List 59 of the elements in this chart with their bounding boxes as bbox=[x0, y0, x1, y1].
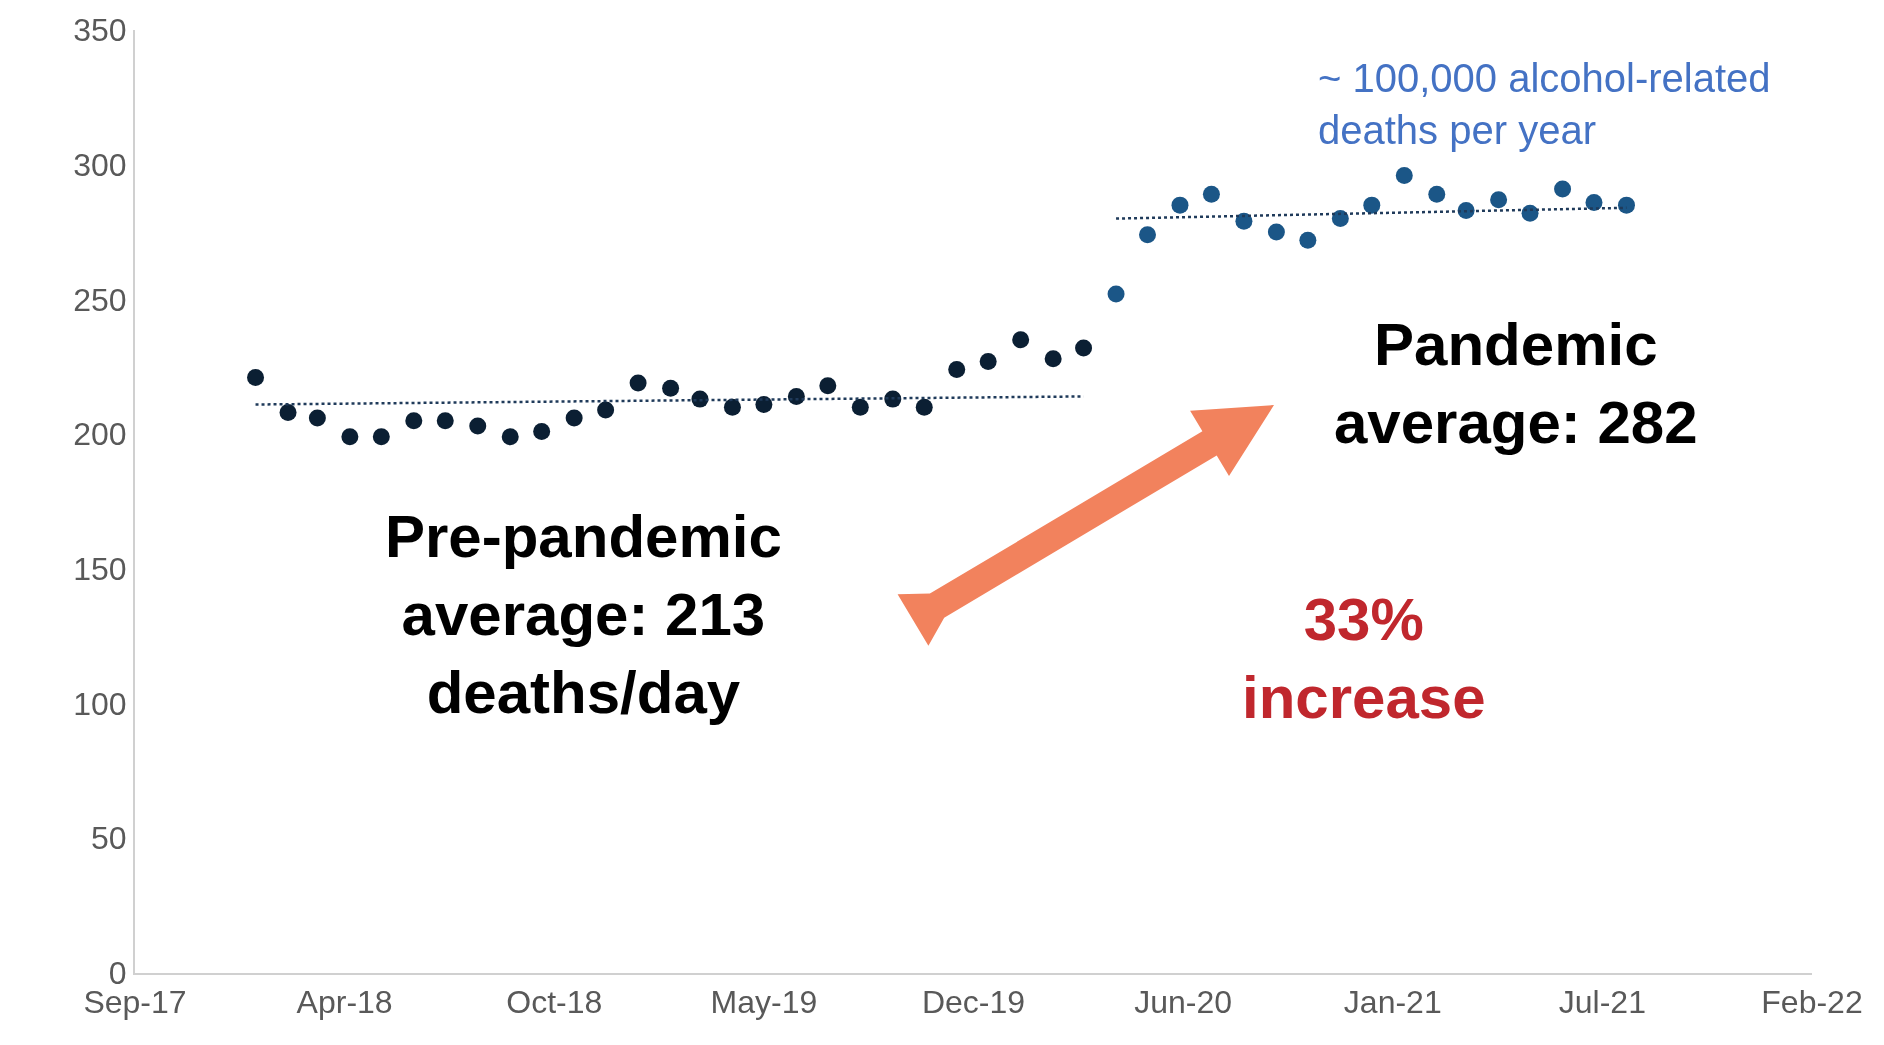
point bbox=[341, 428, 359, 446]
point bbox=[469, 417, 487, 435]
y-tick-label: 200 bbox=[73, 416, 127, 453]
point bbox=[1617, 196, 1635, 214]
point bbox=[979, 352, 997, 370]
point bbox=[1490, 191, 1508, 209]
x-tick-label: Jul-21 bbox=[1558, 984, 1646, 1021]
x-tick-label: May-19 bbox=[710, 984, 818, 1021]
point bbox=[629, 374, 647, 392]
point bbox=[1554, 180, 1572, 198]
y-tick-label: 350 bbox=[73, 12, 127, 49]
point bbox=[1012, 331, 1030, 349]
point bbox=[1363, 196, 1381, 214]
point bbox=[1044, 350, 1062, 368]
point bbox=[915, 398, 933, 416]
point bbox=[372, 428, 390, 446]
point bbox=[1202, 185, 1220, 203]
point bbox=[247, 369, 265, 387]
y-tick-label: 300 bbox=[73, 146, 127, 183]
x-tick-label: Jan-21 bbox=[1343, 984, 1442, 1021]
point bbox=[533, 422, 551, 440]
point bbox=[501, 428, 519, 446]
point bbox=[851, 398, 869, 416]
point bbox=[819, 377, 837, 395]
y-tick-label: 100 bbox=[73, 685, 127, 722]
annotation: ~ 100,000 alcohol-related deaths per year bbox=[1318, 56, 1771, 152]
point bbox=[1299, 231, 1317, 249]
point bbox=[279, 404, 297, 422]
point bbox=[597, 401, 615, 419]
x-tick-label: Dec-19 bbox=[921, 984, 1026, 1021]
point bbox=[755, 396, 773, 413]
point bbox=[1171, 196, 1189, 214]
y-tick-label: 150 bbox=[73, 551, 127, 588]
point bbox=[1585, 193, 1603, 211]
x-tick-label: Apr-18 bbox=[296, 984, 393, 1021]
x-tick-label: Jun-20 bbox=[1134, 984, 1233, 1021]
point bbox=[308, 409, 326, 427]
point bbox=[662, 379, 680, 397]
point bbox=[1235, 212, 1253, 230]
point bbox=[1521, 204, 1539, 222]
point bbox=[723, 398, 741, 416]
annotation: Pre-pandemic average: 213 deaths/day bbox=[385, 503, 782, 726]
point bbox=[565, 409, 583, 427]
point bbox=[948, 360, 966, 378]
x-tick-label: Feb-22 bbox=[1761, 984, 1863, 1021]
point bbox=[1139, 226, 1156, 244]
point bbox=[1331, 210, 1349, 228]
point bbox=[1107, 285, 1125, 303]
point bbox=[1428, 185, 1446, 203]
annotation: 33% increase bbox=[1242, 586, 1486, 731]
y-tick-label: 250 bbox=[73, 281, 127, 318]
y-tick-label: 50 bbox=[91, 820, 127, 857]
x-tick-label: Oct-18 bbox=[506, 984, 603, 1021]
point bbox=[1267, 223, 1285, 241]
point bbox=[1075, 339, 1093, 357]
annotation: Pandemic average: 282 bbox=[1334, 311, 1698, 456]
point bbox=[436, 412, 454, 430]
point bbox=[405, 412, 423, 430]
point bbox=[1395, 166, 1413, 184]
